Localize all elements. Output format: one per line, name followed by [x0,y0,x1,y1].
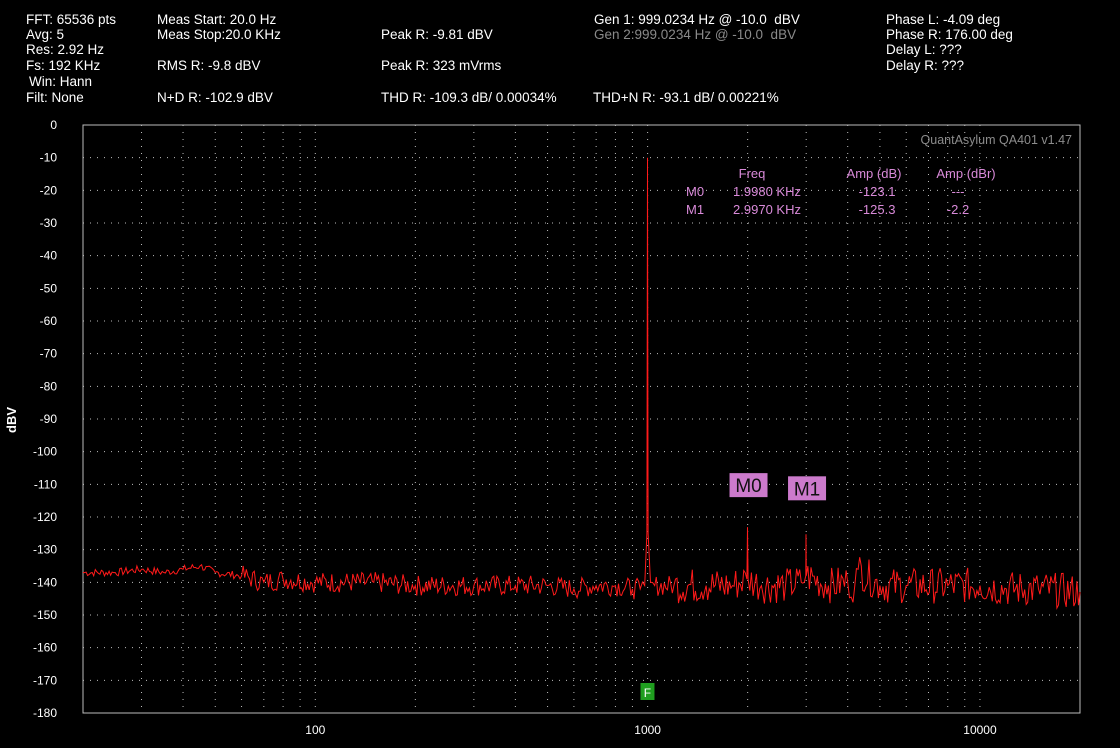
y-tick-label: -170 [33,673,57,687]
peak-r-dbv: Peak R: -9.81 dBV [381,27,493,42]
y-tick-label: -60 [40,314,58,328]
marker-flag-m1 [788,476,827,501]
y-tick-label: -80 [40,379,58,393]
meas-start: Meas Start: 20.0 Hz [157,12,277,27]
marker-table-header: Amp (dBr) [936,166,995,181]
marker-row-freq: 1.9980 KHz [733,184,801,199]
y-tick-label: -150 [33,608,57,622]
delay-l: Delay L: ??? [886,42,962,57]
sample-rate: Fs: 192 KHz [26,58,101,73]
fundamental-marker [640,683,655,700]
delay-r: Delay R: ??? [886,58,965,73]
watermark-label: QuantAsylum QA401 v1.47 [921,133,1073,147]
fundamental-marker-label: F [644,686,651,700]
marker-flag-label: M1 [794,479,820,500]
y-tick-label: -70 [40,347,58,361]
avg-count: Avg: 5 [26,27,65,42]
gen2-setting: Gen 2:999.0234 Hz @ -10.0 dBV [594,27,797,42]
marker-flag-m0 [729,473,768,498]
meas-stop: Meas Stop:20.0 KHz [157,27,281,42]
y-tick-label: -110 [34,477,57,491]
resolution: Res: 2.92 Hz [26,42,105,57]
y-tick-label: -40 [40,249,58,263]
thdn-r: THD+N R: -93.1 dB/ 0.00221% [593,90,779,105]
marker-row-amp-db: -125.3 [859,202,896,217]
marker-table-header: Freq [739,166,766,181]
y-tick-label: -160 [33,641,57,655]
marker-flag-label: M0 [735,476,761,497]
y-tick-label: -10 [40,151,58,165]
x-tick-label: 1000 [634,723,661,737]
y-tick-label: -140 [33,575,57,589]
fft-size: FFT: 65536 pts [26,12,117,27]
marker-row-name: M1 [686,202,704,217]
y-tick-label: -30 [40,216,58,230]
window-type: Win: Hann [29,74,93,89]
marker-row-amp-db: -123.1 [859,184,896,199]
gen1-setting: Gen 1: 999.0234 Hz @ -10.0 dBV [594,12,800,27]
marker-row-freq: 2.9970 KHz [733,202,801,217]
marker-row-amp-dbr: --- [952,184,965,199]
y-tick-label: -180 [33,706,57,720]
x-tick-label: 10000 [963,723,997,737]
y-tick-label: -20 [40,183,58,197]
marker-table-header: Amp (dB) [847,166,902,181]
y-tick-label: -90 [40,412,58,426]
y-tick-label: 0 [50,118,57,132]
y-tick-label: -130 [33,543,57,557]
marker-row-amp-dbr: -2.2 [947,202,969,217]
nd-r: N+D R: -102.9 dBV [157,90,273,105]
x-tick-label: 100 [305,723,325,737]
filter-type: Filt: None [26,90,84,105]
phase-l: Phase L: -4.09 deg [886,12,1001,27]
thd-r: THD R: -109.3 dB/ 0.00034% [381,90,557,105]
rms-r: RMS R: -9.8 dBV [157,58,261,73]
y-tick-label: -120 [33,510,57,524]
marker-row-name: M0 [686,184,704,199]
y-tick-label: -100 [33,445,57,459]
peak-r-mvrms: Peak R: 323 mVrms [381,58,502,73]
y-tick-label: -50 [40,281,58,295]
spectrum-trace [82,157,1081,611]
phase-r: Phase R: 176.00 deg [886,27,1013,42]
